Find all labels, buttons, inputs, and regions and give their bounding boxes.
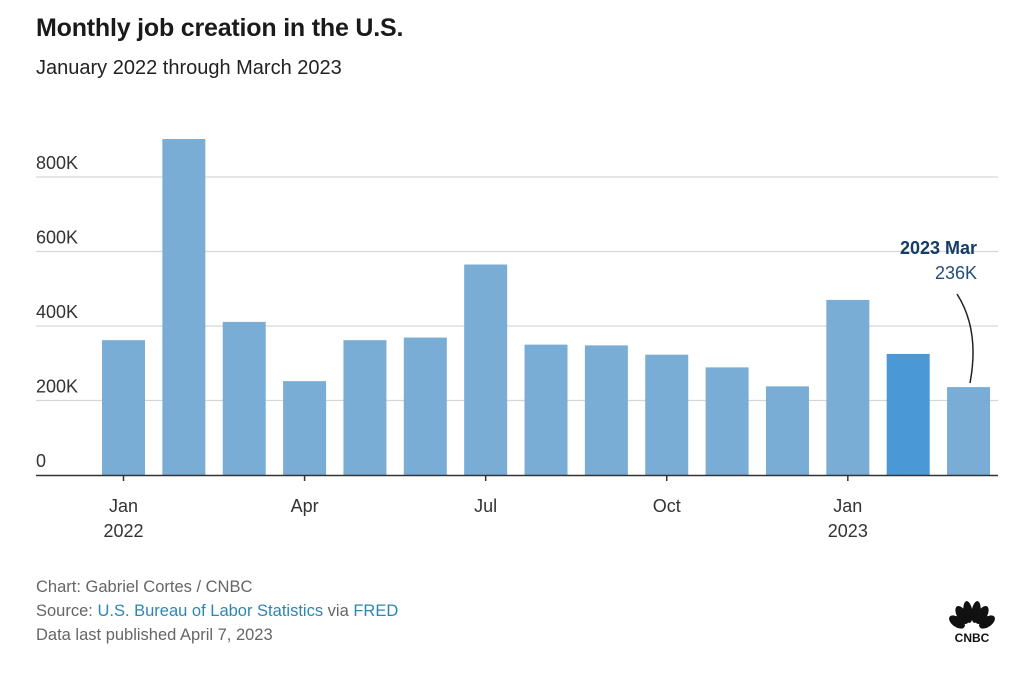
y-tick-label: 200K bbox=[36, 377, 78, 397]
x-tick-sublabel: 2022 bbox=[103, 521, 143, 541]
chart-credit: Chart: Gabriel Cortes / CNBC bbox=[36, 578, 253, 596]
y-tick-label: 400K bbox=[36, 302, 78, 322]
bar bbox=[464, 264, 508, 475]
source-prefix: Source: bbox=[36, 602, 98, 620]
bar bbox=[403, 337, 447, 475]
annotation-connector bbox=[956, 293, 974, 384]
annotation-title: 2023 Mar bbox=[900, 238, 977, 258]
chart-source: Source: U.S. Bureau of Labor Statistics … bbox=[36, 599, 398, 623]
x-axis-ticks: Jan 2022 Apr Jul Oct Jan 2023 bbox=[103, 475, 868, 541]
x-tick-label: Jul bbox=[474, 496, 497, 516]
cnbc-logo-icon: CNBC bbox=[949, 601, 995, 645]
y-tick-label: 600K bbox=[36, 228, 78, 248]
annotation-value: 236K bbox=[935, 263, 977, 283]
bar bbox=[343, 340, 387, 475]
bar bbox=[222, 321, 266, 475]
cnbc-logo-text: CNBC bbox=[955, 631, 990, 645]
bar bbox=[283, 381, 327, 475]
bar bbox=[886, 353, 930, 475]
x-tick-label: Jan bbox=[109, 496, 138, 516]
source-link-bls[interactable]: U.S. Bureau of Labor Statistics bbox=[97, 602, 324, 620]
x-tick-sublabel: 2023 bbox=[828, 521, 868, 541]
source-via: via bbox=[323, 602, 354, 620]
annotation: 2023 Mar 236K bbox=[900, 238, 977, 384]
bar-chart: 0 200K 400K 600K 800K Jan 2022 Apr Jul Oct Jan 202… bbox=[36, 139, 998, 541]
chart-footer: Chart: Gabriel Cortes / CNBC Source: U.S… bbox=[36, 575, 398, 647]
bar bbox=[826, 299, 870, 475]
bar bbox=[765, 386, 809, 475]
y-axis-labels: 0 200K 400K 600K 800K bbox=[36, 153, 78, 471]
source-link-fred[interactable]: FRED bbox=[353, 602, 399, 620]
bar bbox=[645, 354, 689, 475]
chart-title: Monthly job creation in the U.S. bbox=[36, 14, 404, 42]
bar bbox=[705, 367, 749, 475]
y-tick-label: 0 bbox=[36, 451, 46, 471]
x-tick-label: Apr bbox=[291, 496, 319, 516]
bar bbox=[947, 387, 991, 475]
bar bbox=[102, 340, 145, 475]
bar bbox=[584, 345, 628, 475]
data-published: Data last published April 7, 2023 bbox=[36, 626, 273, 644]
bar bbox=[524, 344, 568, 475]
bars bbox=[102, 139, 991, 475]
x-tick-label: Oct bbox=[653, 496, 681, 516]
x-tick-label: Jan bbox=[833, 496, 862, 516]
bar bbox=[162, 139, 206, 475]
y-tick-label: 800K bbox=[36, 153, 78, 173]
chart-subtitle: January 2022 through March 2023 bbox=[36, 57, 342, 79]
